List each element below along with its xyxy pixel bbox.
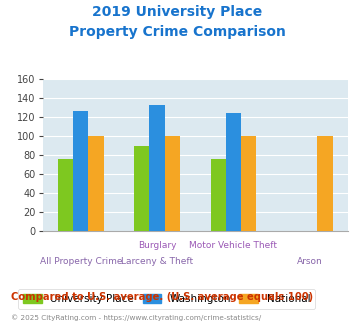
Text: Compared to U.S. average. (U.S. average equals 100): Compared to U.S. average. (U.S. average …: [11, 292, 313, 302]
Text: 2019 University Place: 2019 University Place: [92, 5, 263, 19]
Legend: University Place, Washington, National: University Place, Washington, National: [18, 289, 315, 309]
Bar: [88, 136, 104, 231]
Bar: [317, 136, 333, 231]
Bar: [241, 136, 256, 231]
Bar: [73, 111, 88, 231]
Text: © 2025 CityRating.com - https://www.cityrating.com/crime-statistics/: © 2025 CityRating.com - https://www.city…: [11, 314, 261, 321]
Bar: [134, 146, 149, 231]
Bar: [58, 159, 73, 231]
Bar: [211, 159, 226, 231]
Text: Larceny & Theft: Larceny & Theft: [121, 257, 193, 266]
Text: Motor Vehicle Theft: Motor Vehicle Theft: [190, 241, 277, 250]
Bar: [149, 105, 165, 231]
Bar: [165, 136, 180, 231]
Text: Property Crime Comparison: Property Crime Comparison: [69, 25, 286, 39]
Text: Arson: Arson: [297, 257, 323, 266]
Bar: [226, 113, 241, 231]
Text: All Property Crime: All Property Crime: [39, 257, 122, 266]
Text: Burglary: Burglary: [138, 241, 176, 250]
